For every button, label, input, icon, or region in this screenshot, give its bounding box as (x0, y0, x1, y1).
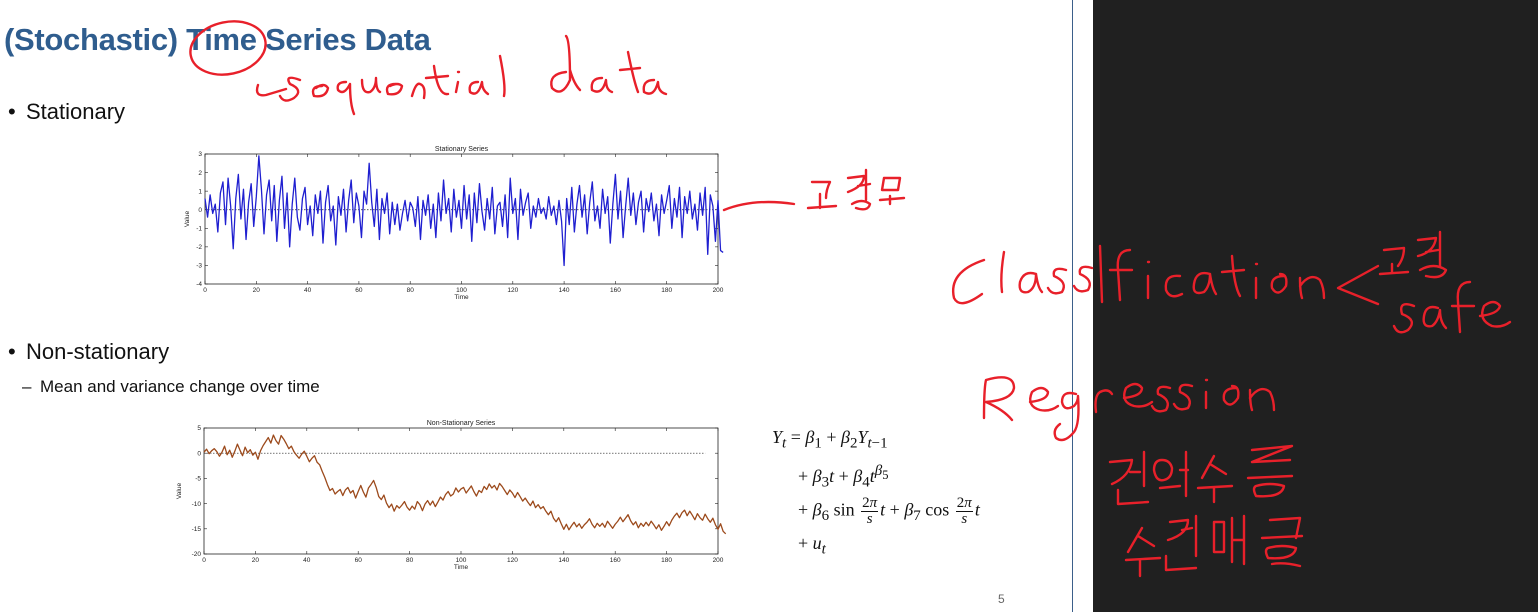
x-tick-label: 200 (713, 557, 724, 564)
bullet-dot: • (8, 339, 16, 364)
y-tick-label: 3 (198, 151, 202, 158)
slide-panel-divider (1072, 0, 1073, 612)
slide: (Stochastic) Time Series Data • Stationar… (4, 22, 1005, 606)
equation-line-2: + β3t + β4tβ5 (798, 462, 889, 491)
y-axis-label: Value (184, 211, 191, 228)
regression-equation: Yt = β1 + β2Yt−1 + β3t + β4tβ5 + β6 sin … (772, 424, 980, 564)
bullet-text: Stationary (26, 99, 126, 124)
x-tick-label: 40 (303, 557, 311, 564)
x-tick-label: 140 (559, 287, 570, 294)
x-tick-label: 80 (407, 287, 415, 294)
x-tick-label: 20 (252, 557, 260, 564)
bullet-text: Non-stationary (26, 339, 170, 364)
y-tick-label: -5 (195, 476, 201, 483)
bullet-dot: • (8, 99, 16, 124)
equation-line-3: + β6 sin 2π s t + β7 cos 2π s t (798, 495, 980, 528)
y-tick-label: -20 (192, 551, 202, 558)
page-number: 5 (998, 592, 1005, 606)
y-tick-label: -15 (192, 526, 202, 533)
bullet-stationary: • Stationary (8, 99, 125, 125)
panel-gap (1073, 0, 1093, 612)
x-tick-label: 200 (713, 287, 724, 294)
y-tick-label: -3 (196, 263, 202, 270)
equation-line-4: + ut (798, 533, 826, 558)
y-tick-label: 5 (197, 425, 201, 432)
y-tick-label: 0 (197, 450, 201, 457)
x-tick-label: 100 (456, 557, 467, 564)
y-tick-label: -10 (192, 501, 202, 508)
series-line (204, 155, 724, 267)
y-tick-label: 1 (198, 188, 202, 195)
y-tick-label: 2 (198, 170, 202, 177)
dark-side-panel (1093, 0, 1538, 612)
y-axis-label: Value (176, 483, 183, 500)
x-tick-label: 180 (661, 287, 672, 294)
x-tick-label: 140 (558, 557, 569, 564)
equation-line-1: Yt = β1 + β2Yt−1 (772, 427, 888, 452)
y-tick-label: -2 (196, 244, 202, 251)
y-tick-label: -4 (196, 281, 202, 288)
chart-title: Non-Stationary Series (427, 420, 496, 427)
x-tick-label: 40 (304, 287, 312, 294)
x-tick-label: 180 (661, 557, 672, 564)
sub-bullet-text: Mean and variance change over time (40, 377, 320, 396)
x-tick-label: 120 (507, 557, 518, 564)
y-tick-label: 0 (198, 207, 202, 214)
x-axis-label: Time (454, 294, 469, 301)
bullet-non-stationary: • Non-stationary (8, 339, 169, 365)
series-line (203, 434, 727, 535)
x-tick-label: 60 (355, 287, 363, 294)
y-tick-label: -1 (196, 225, 202, 232)
chart-title: Stationary Series (435, 146, 489, 153)
x-tick-label: 0 (203, 287, 207, 294)
x-axis-label: Time (454, 564, 469, 571)
x-tick-label: 60 (355, 557, 363, 564)
plot-frame (203, 427, 719, 555)
x-tick-label: 160 (610, 287, 621, 294)
x-tick-label: 80 (406, 557, 414, 564)
non-stationary-series-chart: Non-Stationary Series 0 20 40 60 80 100 120 140 1… (176, 420, 727, 571)
x-tick-label: 100 (456, 287, 467, 294)
x-tick-label: 20 (253, 287, 261, 294)
x-tick-label: 0 (202, 557, 206, 564)
sub-bullet-mean-variance: – Mean and variance change over time (22, 377, 320, 397)
x-tick-label: 160 (610, 557, 621, 564)
sub-bullet-dash: – (22, 377, 32, 396)
slide-title: (Stochastic) Time Series Data (4, 22, 431, 57)
x-tick-label: 120 (507, 287, 518, 294)
